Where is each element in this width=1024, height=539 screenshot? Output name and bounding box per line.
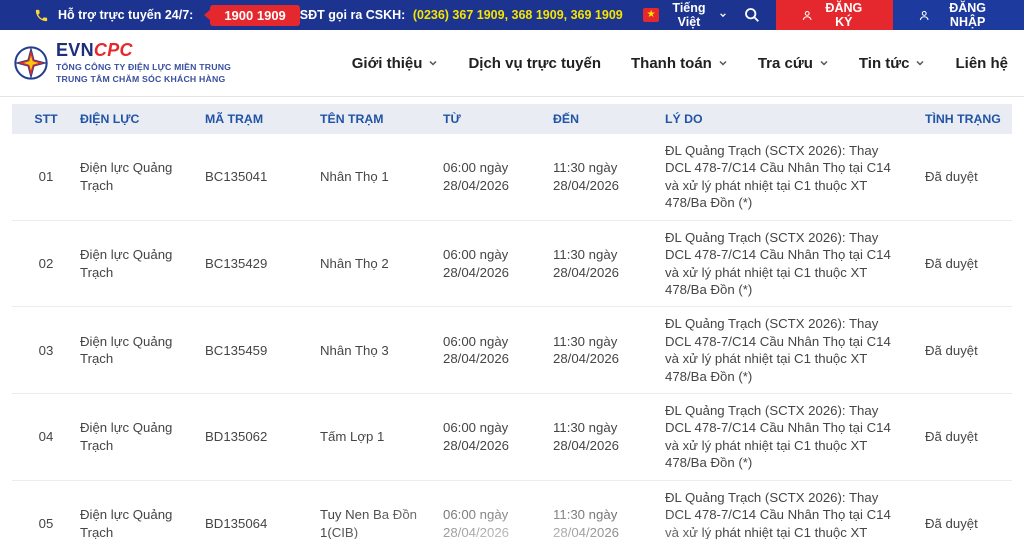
status-cell: Đã duyệt bbox=[925, 480, 1012, 539]
outage-schedule-table: STT ĐIỆN LỰC MÃ TRẠM TÊN TRẠM TỪ ĐẾN LÝ DO TÌNH… bbox=[12, 104, 1012, 539]
table-row: 04 Điện lực Quảng Trạch BD135062 Tấm Lợp… bbox=[12, 393, 1012, 481]
from-time-cell: 06:00 ngày 28/04/2026 bbox=[443, 306, 553, 395]
to-time-cell: 11:30 ngày 28/04/2026 bbox=[553, 134, 665, 221]
status-cell: Đã duyệt bbox=[925, 220, 1012, 308]
status-cell: Đã duyệt bbox=[925, 134, 1012, 221]
register-label: ĐĂNG KÝ bbox=[825, 1, 863, 29]
table-body: 01 Điện lực Quảng Trạch BC135041 Nhân Th… bbox=[12, 134, 1012, 539]
cskh-label: SĐT gọi ra CSKH: bbox=[299, 8, 406, 22]
to-time-cell: 11:30 ngày 28/04/2026 bbox=[553, 306, 665, 395]
column-header-4: TÊN TRẠM bbox=[320, 104, 443, 134]
person-icon bbox=[803, 10, 813, 20]
reason-cell: ĐL Quảng Trạch (SCTX 2026): Thay DCL 478… bbox=[665, 393, 925, 481]
row-number-cell: 04 bbox=[12, 393, 80, 481]
station-name-cell: Nhân Thọ 2 bbox=[320, 220, 443, 308]
status-cell: Đã duyệt bbox=[925, 306, 1012, 395]
support-label: Hỗ trợ trực tuyến 24/7: bbox=[58, 8, 194, 22]
search-icon bbox=[745, 8, 760, 22]
cskh-numbers-group: SĐT gọi ra CSKH: (0236) 367 1909, 368 19… bbox=[300, 8, 623, 22]
table-row: 01 Điện lực Quảng Trạch BC135041 Nhân Th… bbox=[12, 134, 1012, 221]
nav-item-2[interactable]: Dịch vụ trực tuyến bbox=[468, 54, 601, 72]
station-name-cell: Tấm Lợp 1 bbox=[320, 393, 443, 481]
station-code-cell: BD135062 bbox=[205, 393, 320, 481]
chevron-down-icon bbox=[719, 13, 726, 18]
power-company-cell: Điện lực Quảng Trạch bbox=[80, 480, 205, 539]
reason-cell: ĐL Quảng Trạch (SCTX 2026): Thay DCL 478… bbox=[665, 220, 925, 308]
station-code-cell: BC135429 bbox=[205, 220, 320, 308]
row-number-cell: 03 bbox=[12, 306, 80, 395]
brand-evn: EVN bbox=[56, 40, 94, 61]
language-label: Tiếng Việt bbox=[672, 1, 706, 29]
to-time-cell: 11:30 ngày 28/04/2026 bbox=[553, 220, 665, 308]
station-name-cell: Nhân Thọ 1 bbox=[320, 134, 443, 221]
from-time-cell: 06:00 ngày 28/04/2026 bbox=[443, 393, 553, 481]
table-row: 03 Điện lực Quảng Trạch BC135459 Nhân Th… bbox=[12, 306, 1012, 395]
cskh-phone-numbers: (0236) 367 1909, 368 1909, 369 1909 bbox=[412, 8, 623, 22]
language-selector[interactable]: ★ Tiếng Việt bbox=[642, 1, 727, 29]
from-time-cell: 06:00 ngày 28/04/2026 bbox=[443, 134, 553, 221]
row-number-cell: 01 bbox=[12, 134, 80, 221]
column-header-6: ĐẾN bbox=[553, 104, 665, 134]
nav-item-6[interactable]: Liên hệ bbox=[955, 54, 1008, 72]
station-name-cell: Tuy Nen Ba Đồn 1(CIB) bbox=[320, 480, 443, 539]
main-nav: Giới thiệu Dịch vụ trực tuyến Thanh toán… bbox=[352, 55, 1008, 72]
search-button[interactable] bbox=[744, 7, 760, 23]
power-company-cell: Điện lực Quảng Trạch bbox=[80, 134, 205, 221]
brand-subtitle-1: TỔNG CÔNG TY ĐIỆN LỰC MIỀN TRUNG bbox=[56, 62, 232, 73]
evncpc-logo[interactable]: EVNCPC TỔNG CÔNG TY ĐIỆN LỰC MIỀN TRUNG … bbox=[14, 41, 231, 85]
power-company-cell: Điện lực Quảng Trạch bbox=[80, 306, 205, 395]
column-header-3: MÃ TRẠM bbox=[205, 104, 320, 134]
content-area: STT ĐIỆN LỰC MÃ TRẠM TÊN TRẠM TỪ ĐẾN LÝ DO TÌNH… bbox=[0, 97, 1024, 539]
register-button[interactable]: ĐĂNG KÝ bbox=[776, 0, 893, 30]
status-cell: Đã duyệt bbox=[925, 393, 1012, 481]
login-button[interactable]: ĐĂNG NHẬP bbox=[892, 0, 1024, 30]
column-header-1: STT bbox=[12, 104, 80, 134]
table-row: 05 Điện lực Quảng Trạch BD135064 Tuy Nen… bbox=[12, 480, 1012, 539]
station-name-cell: Nhân Thọ 3 bbox=[320, 306, 443, 395]
column-header-5: TỪ bbox=[443, 104, 553, 134]
station-code-cell: BC135459 bbox=[205, 306, 320, 395]
reason-cell: ĐL Quảng Trạch (SCTX 2026): Thay DCL 478… bbox=[665, 134, 925, 221]
to-time-cell: 11:30 ngày 28/04/2026 bbox=[553, 393, 665, 481]
power-company-cell: Điện lực Quảng Trạch bbox=[80, 393, 205, 481]
column-header-7: LÝ DO bbox=[665, 104, 925, 134]
nav-item-5[interactable]: Tin tức bbox=[859, 55, 926, 72]
nav-item-3[interactable]: Thanh toán bbox=[631, 55, 728, 72]
station-code-cell: BC135041 bbox=[205, 134, 320, 221]
support-hotline-group: Hỗ trợ trực tuyến 24/7: 1900 1909 bbox=[0, 4, 300, 26]
reason-cell: ĐL Quảng Trạch (SCTX 2026): Thay DCL 478… bbox=[665, 480, 925, 539]
from-time-cell: 06:00 ngày 28/04/2026 bbox=[443, 220, 553, 308]
power-company-cell: Điện lực Quảng Trạch bbox=[80, 220, 205, 308]
chevron-down-icon bbox=[916, 60, 925, 66]
top-utility-bar: Hỗ trợ trực tuyến 24/7: 1900 1909 SĐT gọ… bbox=[0, 0, 1024, 30]
brand-nav-bar: EVNCPC TỔNG CÔNG TY ĐIỆN LỰC MIỀN TRUNG … bbox=[0, 30, 1024, 97]
column-header-8: TÌNH TRẠNG bbox=[925, 104, 1012, 134]
hotline-badge[interactable]: 1900 1909 bbox=[210, 4, 300, 26]
row-number-cell: 02 bbox=[12, 220, 80, 308]
phone-icon bbox=[35, 9, 48, 21]
table-header-row: STT ĐIỆN LỰC MÃ TRẠM TÊN TRẠM TỪ ĐẾN LÝ DO TÌNH… bbox=[12, 104, 1012, 134]
station-code-cell: BD135064 bbox=[205, 480, 320, 539]
chevron-down-icon bbox=[719, 60, 727, 66]
nav-item-1[interactable]: Giới thiệu bbox=[352, 55, 439, 72]
nav-item-4[interactable]: Tra cứu bbox=[758, 55, 829, 72]
login-label: ĐĂNG NHẬP bbox=[949, 1, 987, 29]
reason-cell: ĐL Quảng Trạch (SCTX 2026): Thay DCL 478… bbox=[665, 306, 925, 395]
table-row: 02 Điện lực Quảng Trạch BC135429 Nhân Th… bbox=[12, 220, 1012, 308]
person-icon bbox=[919, 10, 929, 20]
brand-subtitle-2: TRUNG TÂM CHĂM SÓC KHÁCH HÀNG bbox=[56, 73, 226, 84]
to-time-cell: 11:30 ngày 28/04/2026 bbox=[553, 480, 665, 539]
from-time-cell: 06:00 ngày 28/04/2026 bbox=[443, 480, 553, 539]
topbar-actions: SĐT gọi ra CSKH: (0236) 367 1909, 368 19… bbox=[300, 0, 1024, 30]
evn-star-logo-icon bbox=[14, 46, 48, 80]
row-number-cell: 05 bbox=[12, 480, 80, 539]
brand-text: EVNCPC TỔNG CÔNG TY ĐIỆN LỰC MIỀN TRUNG … bbox=[56, 41, 231, 85]
vietnam-flag-icon: ★ bbox=[642, 8, 660, 22]
chevron-down-icon bbox=[820, 60, 828, 66]
brand-name: EVNCPC bbox=[56, 41, 231, 59]
brand-cpc: CPC bbox=[93, 40, 133, 61]
chevron-down-icon bbox=[429, 60, 437, 66]
column-header-2: ĐIỆN LỰC bbox=[80, 104, 205, 134]
